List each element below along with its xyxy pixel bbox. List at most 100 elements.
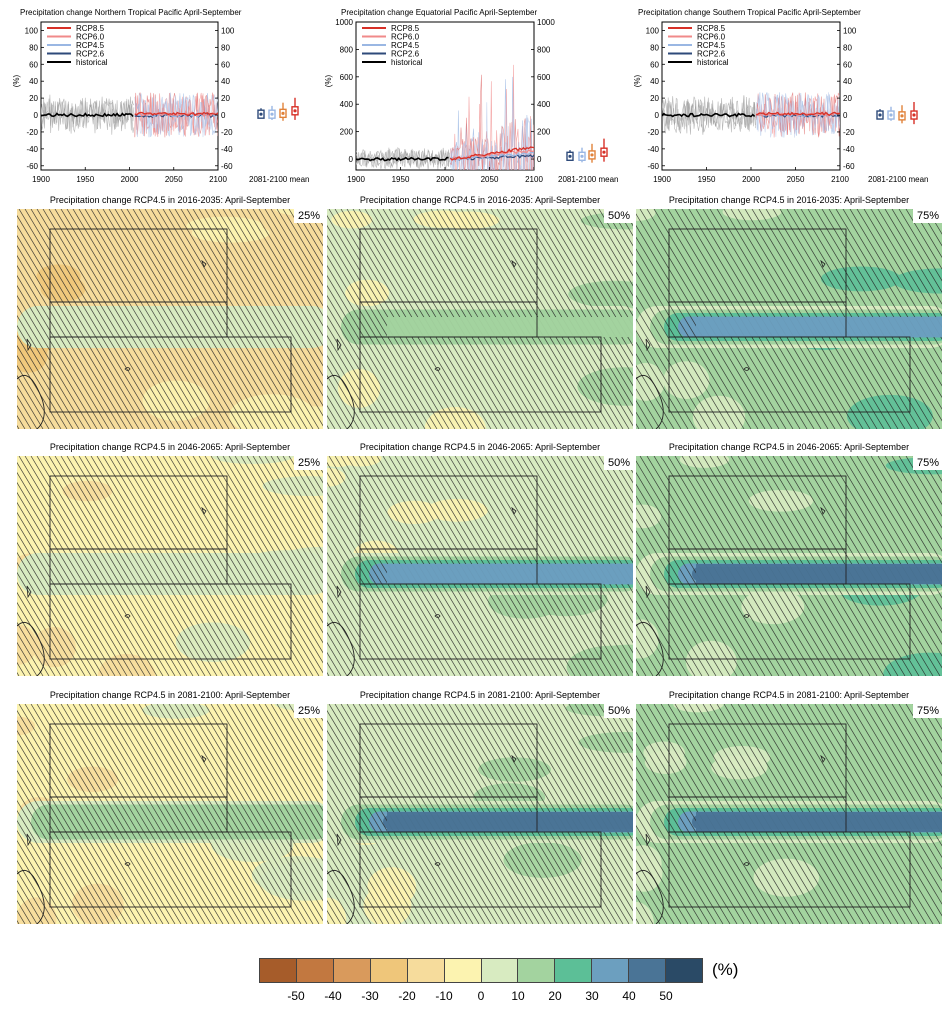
legend-label: RCP6.0 (76, 33, 105, 42)
map-svg (636, 209, 942, 429)
hatch-line (162, 704, 296, 924)
field-blob (685, 640, 737, 676)
island-outline (124, 367, 131, 371)
y-tick-label: 0 (655, 111, 660, 120)
hatch-line (327, 384, 354, 429)
island-outline (743, 862, 750, 866)
hatch-line (327, 344, 378, 429)
hatch-line (17, 304, 92, 429)
hatch-line (240, 209, 323, 347)
field-blob (17, 624, 37, 665)
hatch-line (126, 456, 260, 676)
hatch-line (912, 456, 942, 506)
hatch-line (24, 456, 158, 676)
hatch-line (598, 209, 633, 267)
region-southern (359, 831, 602, 908)
field-blob (387, 500, 441, 524)
hatch-line (604, 704, 633, 752)
region-southern (49, 831, 292, 908)
y-tick-label: 20 (650, 94, 659, 103)
hatch-line (327, 789, 408, 924)
hatch-line (90, 704, 224, 924)
region-southern (49, 583, 292, 660)
y-tick-label: -40 (647, 145, 659, 154)
island-outline (645, 585, 651, 599)
hatch-line (126, 209, 260, 429)
hatch-line (252, 704, 323, 822)
hatch-line (258, 704, 323, 812)
x-tick-label: 2000 (742, 175, 760, 184)
y-tick-label: 600 (340, 73, 354, 82)
hatch-line (186, 704, 320, 924)
hatch-line (327, 491, 438, 676)
hatch-line (884, 704, 942, 800)
plot-frame (661, 21, 841, 171)
hatch-line (17, 561, 86, 676)
map-svg (327, 704, 633, 924)
island-outline (645, 338, 651, 352)
field-blob (32, 626, 76, 668)
hatch-line (36, 456, 170, 676)
island-outline (26, 338, 32, 352)
hatch-line (264, 456, 323, 554)
colorbar-swatch (296, 959, 334, 982)
field-blob (251, 856, 323, 894)
hatch-line (327, 879, 354, 924)
hatch-line (108, 456, 242, 676)
hatch-line (636, 283, 724, 429)
hatch-line (327, 264, 426, 429)
hatch-line (17, 829, 74, 924)
hatch-line (210, 704, 323, 892)
hatch-line (42, 704, 176, 924)
hatch-line (72, 704, 206, 924)
hatch-line (636, 306, 710, 429)
hatch-line (17, 461, 146, 676)
y-tick-label: -60 (647, 162, 659, 171)
hatch-line (898, 456, 942, 529)
hatch-line (636, 259, 738, 429)
x-tick-label: 2100 (831, 175, 849, 184)
hatch-line (17, 384, 44, 429)
y-tick-label: -20 (647, 128, 659, 137)
hatch-line (636, 588, 689, 676)
hatch-line (288, 704, 323, 762)
hatch-line (592, 209, 633, 277)
y-tick-label: 100 (646, 26, 660, 35)
y-axis-unit: (%) (633, 74, 642, 87)
field-blob (636, 845, 662, 882)
hatch-line (150, 456, 284, 676)
hatch-line (877, 209, 942, 317)
hatch-line (636, 836, 689, 924)
percentile-label: 25% (293, 456, 323, 470)
hatch-line (327, 739, 438, 924)
island-outline (201, 259, 207, 268)
colorbar-swatch (555, 959, 593, 982)
legend-label: RCP2.6 (391, 50, 420, 59)
hatch-line (327, 839, 378, 924)
hatch-line (604, 209, 633, 257)
scenario-mean-line (134, 111, 218, 117)
hatch-line (327, 541, 408, 676)
hatch-line (17, 511, 116, 676)
mean-point (568, 154, 572, 158)
hatch-line (636, 224, 759, 429)
hatch-line (604, 456, 633, 504)
field-blob (636, 209, 656, 221)
hatch-line (60, 209, 194, 429)
hatch-line (17, 264, 116, 429)
hatch-line (78, 456, 212, 676)
hatch-line (17, 739, 128, 924)
mean-point (270, 112, 274, 116)
map-title: Precipitation change RCP4.5 in 2081-2100… (49, 690, 291, 700)
hatch-line (17, 274, 110, 429)
hatch-line (636, 635, 661, 676)
island-outline (336, 833, 342, 847)
hatch-line (78, 704, 212, 924)
y-tick-label: 400 (340, 100, 354, 109)
hatch-line (327, 799, 402, 924)
hatch-line (174, 704, 308, 924)
hatch-line (912, 704, 942, 754)
hatch-line (636, 813, 703, 924)
hatch-line (120, 456, 254, 676)
